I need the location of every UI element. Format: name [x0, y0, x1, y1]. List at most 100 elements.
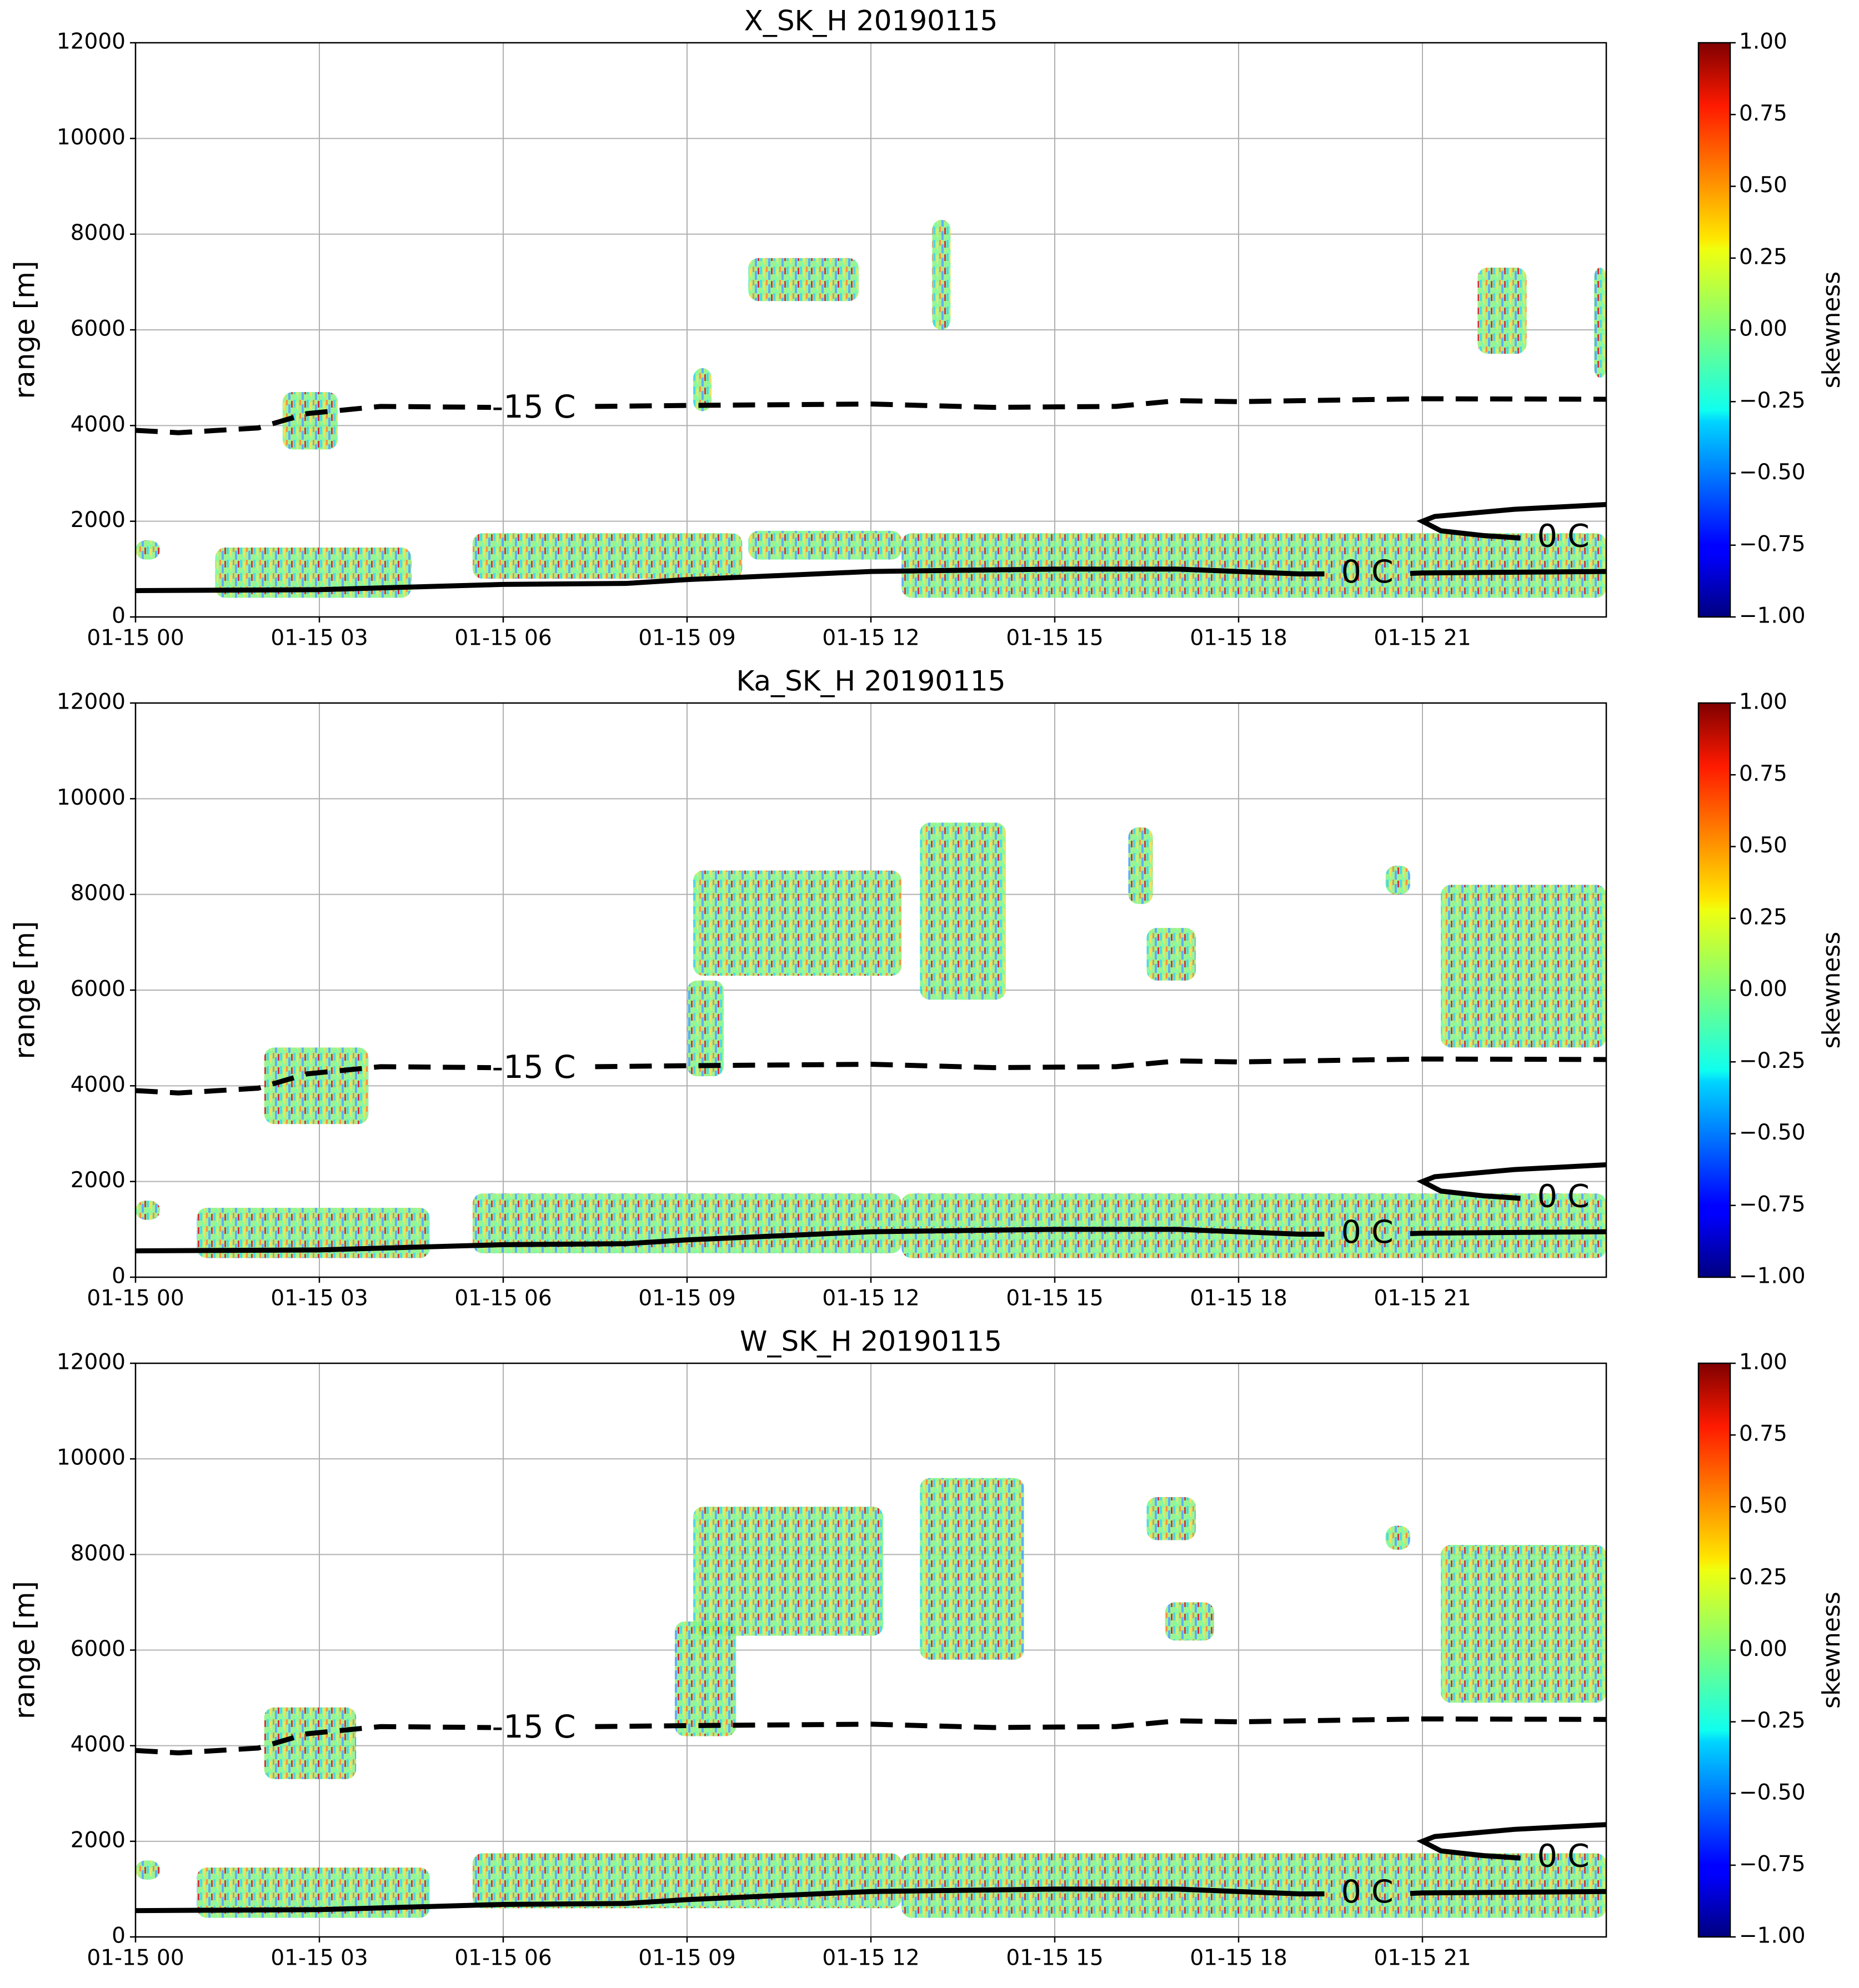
isotherm-label: -15 C [492, 389, 576, 425]
x-tick-label: 01-15 15 [1006, 1286, 1103, 1311]
x-tick-label: 01-15 21 [1374, 1286, 1471, 1311]
x-tick-label: 01-15 03 [270, 626, 368, 651]
colorbar-label: skewness [1817, 272, 1846, 389]
echo-region [748, 258, 859, 302]
echo-region [282, 392, 338, 450]
colorbar-tick-label: 0.75 [1739, 761, 1787, 786]
echo-region [1441, 885, 1606, 1048]
x-tick-label: 01-15 15 [1006, 1946, 1103, 1971]
colorbar-tick-label: −1.00 [1739, 604, 1806, 629]
echo-region [693, 368, 712, 411]
isotherm-label: 0 C [1537, 518, 1590, 554]
echo-region [136, 1201, 161, 1220]
x-tick-label: 01-15 09 [638, 626, 735, 651]
isotherm-label: 0 C [1537, 1838, 1590, 1875]
x-tick-label: 01-15 12 [822, 626, 919, 651]
y-axis-label: range [m] [9, 261, 41, 399]
x-tick-label: 01-15 00 [87, 626, 184, 651]
echo-region [901, 533, 1606, 598]
colorbar-tick-label: 0.00 [1739, 317, 1787, 342]
colorbar-tick-label: −0.25 [1739, 1708, 1806, 1733]
y-tick-label: 8000 [71, 881, 126, 906]
colorbar-tick-label: −1.00 [1739, 1264, 1806, 1289]
y-tick-label: 10000 [57, 1445, 126, 1470]
colorbar-tick-label: −0.75 [1739, 1851, 1806, 1876]
colorbar-label: skewness [1817, 932, 1846, 1049]
echo-region [674, 1621, 736, 1736]
colorbar-tick-label: 0.50 [1739, 833, 1787, 858]
y-axis-label: range [m] [9, 921, 41, 1060]
isotherm [135, 1886, 1607, 1914]
y-tick-label: 6000 [71, 977, 126, 1002]
echo-region [748, 530, 902, 560]
echo-region [1441, 1545, 1606, 1703]
colorbar-tick-label: 0.75 [1739, 1422, 1787, 1447]
echo-region [1385, 1525, 1410, 1550]
y-axis-label: range [m] [9, 1581, 41, 1719]
echo-region [693, 1507, 884, 1636]
echo-region [901, 1193, 1606, 1258]
isotherm-label: -15 C [492, 1049, 576, 1086]
x-tick-label: 01-15 18 [1190, 1286, 1287, 1311]
x-tick-label: 01-15 09 [638, 1286, 735, 1311]
y-tick-label: 10000 [57, 125, 126, 150]
y-tick-label: 8000 [71, 220, 126, 245]
x-tick-label: 01-15 18 [1190, 626, 1287, 651]
x-tick-label: 01-15 12 [822, 1946, 919, 1971]
x-tick-label: 01-15 09 [638, 1946, 735, 1971]
colorbar [1697, 702, 1731, 1278]
colorbar-tick-label: 0.25 [1739, 244, 1787, 269]
isotherm [135, 1227, 1607, 1254]
echo-region [1128, 827, 1153, 904]
echo-region [215, 548, 412, 598]
y-tick-label: 2000 [71, 1168, 126, 1193]
y-tick-label: 12000 [57, 1350, 126, 1375]
y-tick-label: 4000 [71, 412, 126, 437]
colorbar-tick-label: −0.50 [1739, 1780, 1806, 1805]
y-tick-label: 6000 [71, 1636, 126, 1661]
colorbar-tick-label: −0.25 [1739, 388, 1806, 413]
isotherm-label: 0 C [1341, 554, 1394, 590]
y-tick-label: 4000 [71, 1732, 126, 1757]
isotherm-label: -15 C [492, 1709, 576, 1745]
isotherm [135, 396, 1607, 435]
colorbar-tick-label: 1.00 [1739, 1350, 1787, 1375]
colorbar-tick-label: −1.00 [1739, 1924, 1806, 1949]
echo-region [932, 219, 951, 330]
colorbar-tick-label: −0.75 [1739, 531, 1806, 556]
echo-region [1477, 267, 1527, 354]
colorbar [1697, 1362, 1731, 1938]
x-tick-label: 01-15 15 [1006, 626, 1103, 651]
echo-region [693, 870, 902, 976]
echo-region [1146, 927, 1196, 981]
colorbar-tick-label: −0.50 [1739, 1120, 1806, 1145]
echo-region [1385, 865, 1410, 895]
x-tick-label: 01-15 00 [87, 1946, 184, 1971]
x-tick-label: 01-15 00 [87, 1286, 184, 1311]
x-tick-label: 01-15 06 [454, 1286, 552, 1311]
echo-region [136, 1860, 161, 1880]
panel: -15 C 0 C 0 C 01-15 00 01-15 03 01-15 06 01-15… [9, 665, 1846, 1311]
y-tick-label: 2000 [71, 1828, 126, 1853]
echo-region [197, 1867, 430, 1918]
colorbar-tick-label: 1.00 [1739, 690, 1787, 715]
x-tick-label: 01-15 12 [822, 1286, 919, 1311]
x-tick-label: 01-15 21 [1374, 1946, 1471, 1971]
x-tick-label: 01-15 21 [1374, 626, 1471, 651]
echo-region [472, 1193, 902, 1253]
colorbar [1697, 42, 1731, 618]
y-tick-label: 0 [112, 1264, 126, 1289]
colorbar-tick-label: −0.75 [1739, 1192, 1806, 1217]
colorbar-tick-label: 1.00 [1739, 29, 1787, 54]
y-tick-label: 12000 [57, 29, 126, 54]
y-tick-label: 0 [112, 604, 126, 629]
colorbar-tick-label: 0.00 [1739, 977, 1787, 1002]
colorbar-tick-label: 0.75 [1739, 101, 1787, 126]
chart-title: W_SK_H 20190115 [740, 1326, 1002, 1358]
echo-region [920, 822, 1006, 1000]
x-tick-label: 01-15 18 [1190, 1946, 1287, 1971]
y-tick-label: 4000 [71, 1072, 126, 1097]
echo-region [472, 533, 743, 579]
echo-region [901, 1853, 1606, 1918]
